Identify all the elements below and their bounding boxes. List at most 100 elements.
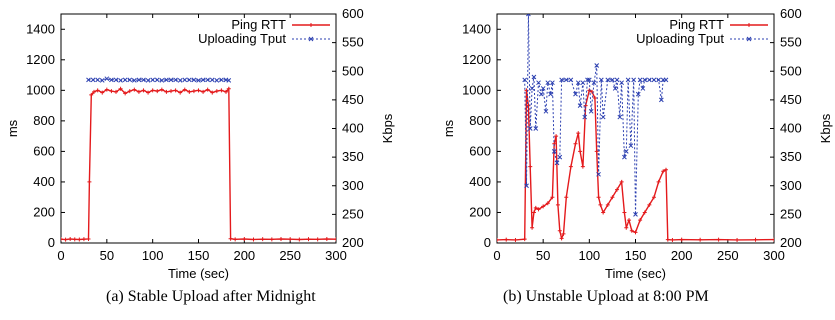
- uploading-tput-point: [527, 126, 533, 131]
- y-tick-label: 200: [469, 204, 491, 219]
- ping-rtt-point: [132, 87, 137, 92]
- uploading-tput-point: [205, 77, 211, 83]
- uploading-tput-point: [580, 80, 586, 86]
- ping-rtt-point: [63, 237, 68, 242]
- ping-rtt-point: [86, 237, 91, 242]
- uploading-tput-point: [588, 108, 594, 114]
- uploading-tput-line: [88, 78, 229, 81]
- uploading-tput-point: [524, 183, 529, 189]
- uploading-tput-point: [548, 91, 553, 97]
- ping-rtt-point: [205, 87, 210, 92]
- ping-rtt-point: [651, 195, 656, 200]
- uploading-tput-point: [118, 78, 123, 83]
- y2-tick-label: 250: [342, 206, 364, 221]
- uploading-tput-point: [154, 77, 160, 83]
- ping-rtt-point: [638, 218, 643, 223]
- ping-rtt-point: [578, 149, 583, 154]
- legend-label-uploading-tput: Uploading Tput: [636, 31, 724, 46]
- uploading-tput-point: [173, 77, 178, 83]
- ping-rtt-line: [61, 87, 336, 241]
- x-tick-label: 150: [625, 248, 647, 263]
- uploading-tput-point: [623, 149, 629, 154]
- uploading-tput-point: [642, 77, 648, 83]
- ping-rtt-point: [89, 92, 94, 97]
- ping-rtt-point: [528, 164, 533, 169]
- uploading-tput-point: [633, 212, 638, 217]
- uploading-tput-point: [526, 14, 531, 17]
- ping-rtt-point: [735, 237, 740, 242]
- x-tick-label: 100: [142, 248, 164, 263]
- ping-rtt-point: [615, 187, 620, 192]
- ping-rtt-point: [753, 237, 758, 242]
- ping-rtt-point: [576, 131, 581, 136]
- y2-axis-label: Kbps: [818, 113, 833, 143]
- uploading-tput-point: [658, 97, 664, 103]
- uploading-tput-point: [529, 86, 535, 91]
- y2-tick-label: 400: [780, 121, 802, 136]
- uploading-tput-point: [86, 77, 91, 83]
- uploading-tput-point: [545, 80, 551, 86]
- y2-tick-label: 250: [780, 206, 802, 221]
- series-layer: [61, 76, 336, 242]
- uploading-tput-point: [543, 108, 549, 114]
- y-tick-label: 1400: [26, 21, 55, 36]
- ping-rtt-point: [260, 237, 265, 242]
- ping-rtt-point: [568, 164, 573, 169]
- y-tick-label: 800: [469, 113, 491, 128]
- ping-rtt-point: [629, 228, 634, 233]
- ping-rtt-point: [564, 195, 569, 200]
- ping-rtt-point: [536, 207, 541, 212]
- ping-rtt-point: [141, 88, 146, 93]
- x-tick-label: 300: [763, 248, 785, 263]
- ping-rtt-point: [159, 87, 164, 92]
- x-tick-label: 0: [57, 248, 64, 263]
- ping-rtt-point: [233, 237, 238, 242]
- ping-rtt-point: [77, 237, 82, 242]
- x-tick-label: 0: [493, 248, 500, 263]
- uploading-tput-point: [219, 77, 224, 83]
- legend-label-uploading-tput: Uploading Tput: [198, 31, 286, 46]
- ping-rtt-point: [716, 237, 721, 242]
- y2-tick-label: 300: [342, 178, 364, 193]
- uploading-tput-point: [596, 171, 601, 177]
- ping-rtt-point: [555, 202, 560, 207]
- x-axis-label: Time (sec): [168, 266, 229, 281]
- uploading-tput-point: [131, 78, 137, 83]
- uploading-tput-point: [651, 77, 657, 83]
- ping-rtt-point: [513, 237, 518, 242]
- ping-rtt-point: [297, 237, 302, 242]
- uploading-tput-point: [575, 80, 581, 86]
- ping-rtt-point: [665, 237, 670, 242]
- ping-rtt-point: [127, 89, 132, 94]
- ping-rtt-point: [228, 236, 233, 241]
- uploading-tput-point: [164, 77, 169, 83]
- uploading-tput-point: [598, 77, 604, 83]
- legend-label-ping-rtt: Ping RTT: [231, 17, 286, 32]
- ping-rtt-point: [226, 86, 231, 91]
- ping-rtt-point: [698, 237, 703, 242]
- ping-rtt-point: [306, 237, 311, 242]
- ping-rtt-point: [622, 210, 627, 215]
- uploading-tput-point: [136, 77, 142, 83]
- ping-rtt-point: [561, 231, 566, 236]
- chart-stable-upload: 0 50 100 150 200 250 300 0 200 400 600 800 1000 1200 1…: [5, 6, 395, 281]
- ping-rtt-point: [178, 90, 183, 95]
- ping-rtt-point: [580, 164, 585, 169]
- y2-tick-label: 400: [342, 121, 364, 136]
- ping-rtt-point: [545, 201, 550, 206]
- y-tick-label: 0: [48, 235, 55, 250]
- ping-rtt-point: [315, 237, 320, 242]
- x-tick-label: 200: [671, 248, 693, 263]
- uploading-tput-point: [617, 114, 623, 120]
- y2-tick-label: 300: [780, 178, 802, 193]
- ping-rtt-point: [72, 237, 77, 242]
- ping-rtt-point: [656, 179, 661, 184]
- ping-rtt-point: [109, 89, 114, 94]
- ping-rtt-point: [610, 195, 615, 200]
- uploading-tput-point: [577, 103, 583, 108]
- ping-rtt-point: [592, 95, 597, 100]
- uploading-tput-point: [635, 91, 641, 97]
- ping-rtt-point: [497, 237, 499, 242]
- ping-rtt-point: [114, 89, 118, 94]
- y-tick-label: 400: [33, 174, 55, 189]
